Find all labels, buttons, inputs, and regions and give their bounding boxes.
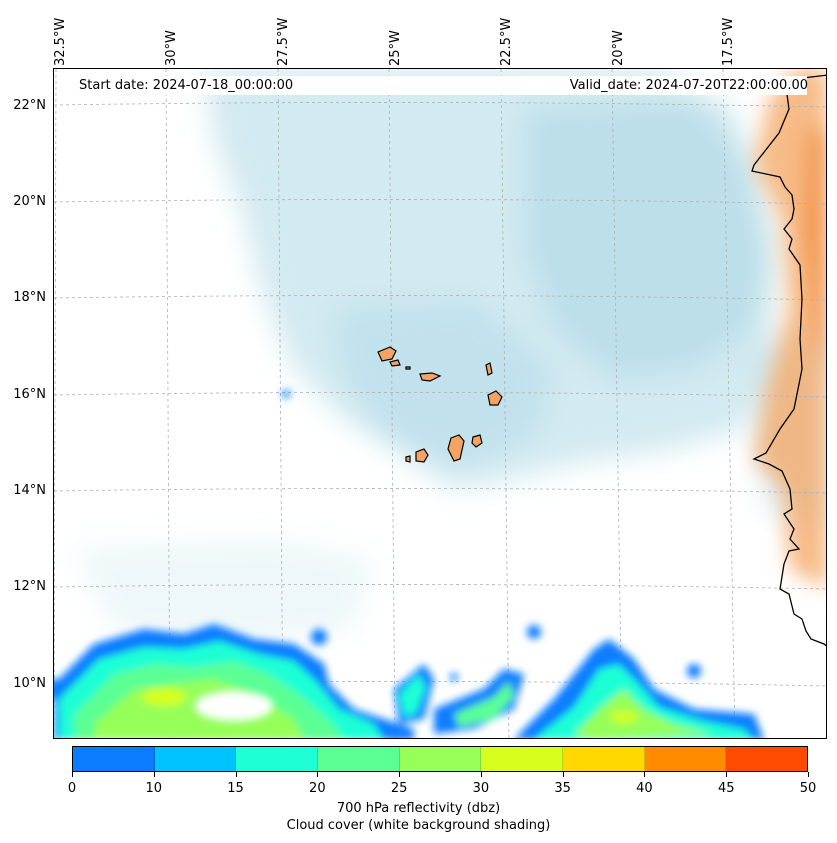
colorbar-segment-0 bbox=[73, 747, 155, 771]
colorbar-label: 700 hPa reflectivity (dbz) bbox=[336, 801, 501, 816]
colorbar-segment-2 bbox=[236, 747, 319, 771]
map-canvas bbox=[54, 69, 826, 738]
colorbar-tick-label-0: 0 bbox=[67, 781, 77, 796]
header-strip bbox=[73, 76, 807, 95]
colorbar-tickmark-9 bbox=[808, 772, 809, 777]
lon-label-32-5w: 32.5°W bbox=[53, 17, 68, 66]
start-date-label: Start date: 2024-07-18_00:00:00 bbox=[79, 78, 294, 93]
colorbar-tickmark-4 bbox=[399, 772, 401, 777]
reflectivity-colorbar bbox=[72, 746, 808, 772]
cape-verde-islands bbox=[377, 346, 503, 463]
land-shading-layer bbox=[754, 69, 826, 588]
colorbar-tickmark-6 bbox=[562, 772, 564, 777]
colorbar-tick-label-6: 35 bbox=[554, 781, 571, 796]
colorbar-segment-8 bbox=[726, 747, 808, 771]
island-santiago bbox=[447, 434, 465, 462]
colorbar-segment-1 bbox=[154, 747, 237, 771]
map-panel bbox=[53, 68, 827, 739]
island-sao-vicente bbox=[389, 359, 401, 367]
colorbar-tickmark-7 bbox=[644, 772, 646, 777]
africa-coastline bbox=[751, 74, 826, 647]
colorbar-tick-label-8: 45 bbox=[717, 781, 735, 796]
colorbar-tick-label-2: 15 bbox=[227, 781, 244, 796]
island-santa-luzia bbox=[405, 366, 411, 370]
colorbar-tickmark-1 bbox=[153, 772, 155, 777]
colorbar-segment-4 bbox=[399, 747, 482, 771]
colorbar-sublabel: Cloud cover (white background shading) bbox=[286, 818, 551, 833]
island-maio bbox=[471, 434, 483, 448]
colorbar-tickmark-0 bbox=[72, 772, 73, 777]
reflectivity-layer bbox=[54, 390, 764, 738]
island-sao-nicolau bbox=[419, 372, 442, 382]
lat-label-12n: 12°N bbox=[13, 579, 46, 594]
colorbar-segment-6 bbox=[563, 747, 645, 771]
colorbar-tickmark-2 bbox=[235, 772, 237, 777]
lat-label-14n: 14°N bbox=[13, 483, 46, 498]
colorbar-segment-3 bbox=[318, 747, 400, 771]
lon-label-22-5w: 22.5°W bbox=[499, 17, 514, 66]
island-sal bbox=[485, 362, 493, 376]
island-brava bbox=[405, 455, 411, 463]
lat-label-16n: 16°N bbox=[13, 387, 46, 402]
island-boa-vista bbox=[487, 390, 503, 406]
colorbar-tick-label-1: 10 bbox=[145, 781, 163, 796]
valid-date-label: Valid_date: 2024-07-20T22:00:00.00 bbox=[569, 78, 808, 93]
lon-label-25w: 25°W bbox=[388, 30, 403, 66]
lat-label-18n: 18°N bbox=[13, 290, 46, 305]
colorbar-tick-label-5: 30 bbox=[472, 781, 490, 796]
colorbar-tick-label-4: 25 bbox=[390, 781, 408, 796]
colorbar-segment-7 bbox=[644, 747, 727, 771]
colorbar-tick-label-7: 40 bbox=[636, 781, 653, 796]
lon-label-20w: 20°W bbox=[611, 30, 626, 66]
colorbar-tickmark-8 bbox=[726, 772, 728, 777]
lon-label-27-5w: 27.5°W bbox=[276, 17, 291, 66]
colorbar-tickmark-5 bbox=[480, 772, 482, 777]
lon-label-17-5w: 17.5°W bbox=[721, 17, 736, 66]
lat-label-22n: 22°N bbox=[13, 98, 46, 113]
lon-label-30w: 30°W bbox=[164, 30, 179, 66]
colorbar-tick-label-3: 20 bbox=[309, 781, 326, 796]
lat-label-10n: 10°N bbox=[13, 676, 46, 691]
lat-label-20n: 20°N bbox=[13, 194, 46, 209]
island-santo-antao bbox=[377, 346, 397, 362]
cloud-cover-layer bbox=[74, 69, 826, 644]
colorbar-tick-label-9: 50 bbox=[799, 781, 817, 796]
island-fogo bbox=[415, 448, 429, 463]
colorbar-segment-5 bbox=[481, 747, 564, 771]
colorbar-tickmark-3 bbox=[317, 772, 319, 777]
